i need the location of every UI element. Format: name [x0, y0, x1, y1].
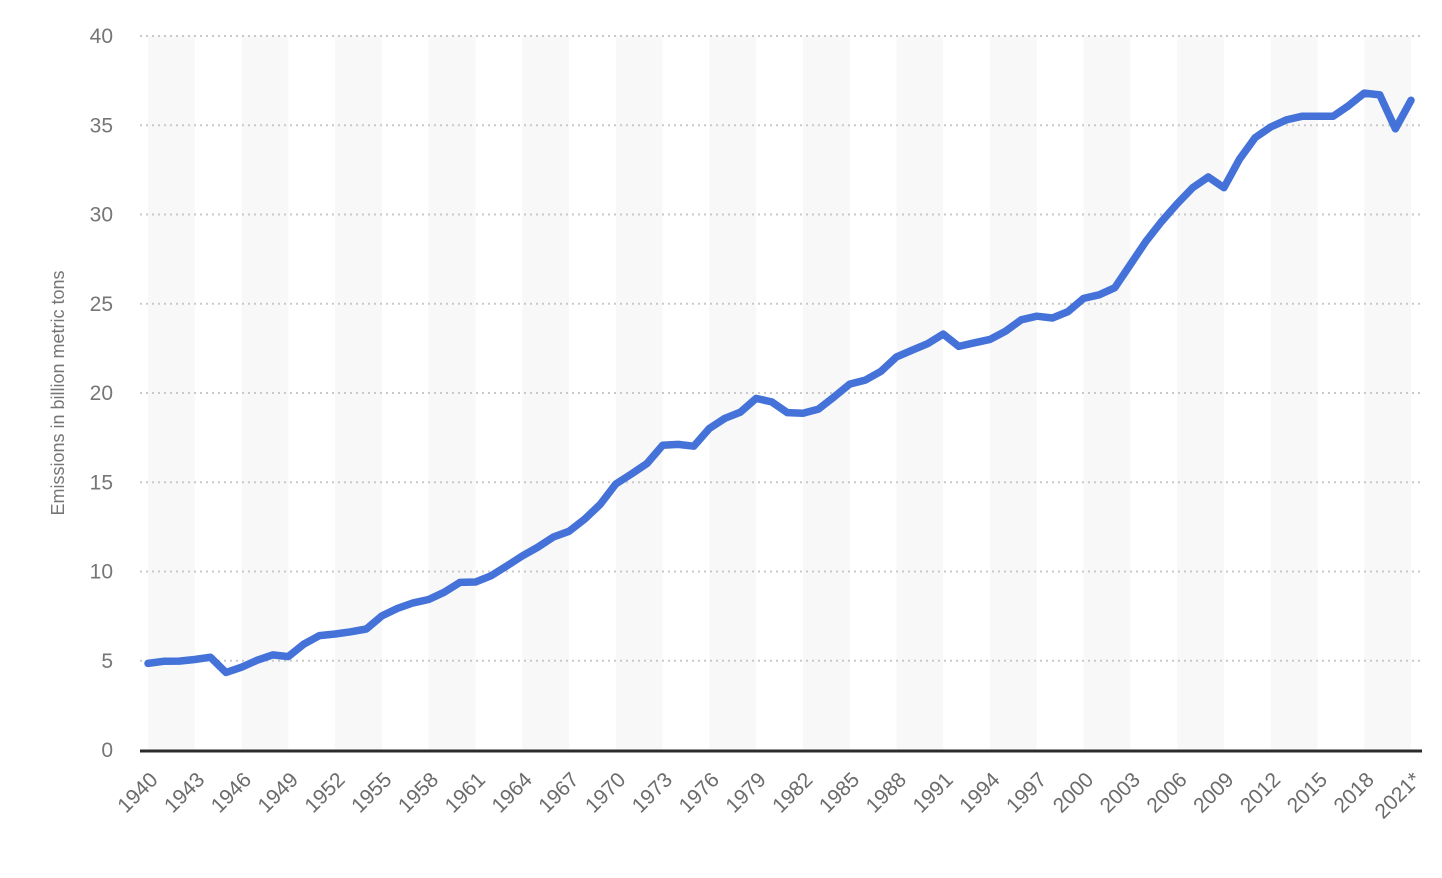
- x-tick-label: 1991: [908, 768, 957, 817]
- y-tick-label: 10: [90, 561, 113, 584]
- x-tick-label: 2015: [1283, 768, 1332, 817]
- x-tick-label: 2003: [1096, 768, 1145, 817]
- x-tick-label: 1940: [113, 768, 162, 817]
- y-tick-label: 40: [90, 25, 113, 48]
- x-tick-label: 2021*: [1370, 768, 1425, 823]
- x-tick-label: 1982: [768, 768, 817, 817]
- x-tick-label: 1970: [581, 768, 630, 817]
- y-axis-title: Emissions in billion metric tons: [48, 270, 68, 515]
- background-stripe: [1364, 36, 1412, 750]
- x-tick-label: 1994: [955, 768, 1005, 818]
- y-tick-labels: 0 5 10 15 20 25 30 35 40: [90, 25, 113, 762]
- x-tick-label: 1985: [815, 768, 864, 817]
- x-tick-label: 1973: [628, 768, 677, 817]
- y-tick-label: 30: [90, 204, 113, 227]
- x-tick-label: 1988: [862, 768, 911, 817]
- x-tick-label: 2000: [1049, 768, 1098, 817]
- x-tick-label: 1946: [207, 768, 256, 817]
- y-tick-label: 5: [101, 650, 113, 673]
- x-tick-label: 1943: [160, 768, 209, 817]
- y-tick-label: 0: [101, 739, 113, 762]
- y-tick-label: 25: [90, 293, 113, 316]
- x-tick-label: 1964: [487, 768, 537, 818]
- x-tick-label: 1955: [347, 768, 396, 817]
- x-tick-label: 1961: [441, 768, 490, 817]
- x-tick-label: 2012: [1236, 768, 1285, 817]
- emissions-data-line: [144, 89, 1415, 677]
- x-tick-label: 1952: [300, 768, 349, 817]
- x-tick-label: 1967: [534, 768, 583, 817]
- x-tick-label: 1997: [1002, 768, 1051, 817]
- x-tick-label: 1976: [675, 768, 724, 817]
- gridlines: [140, 35, 1422, 662]
- x-tick-label: 1979: [721, 768, 770, 817]
- x-tick-labels: 1940194319461949195219551958196119641967…: [113, 768, 1425, 823]
- data-series: [144, 89, 1415, 677]
- x-tick-label: 1958: [394, 768, 443, 817]
- x-tick-label: 2006: [1142, 768, 1191, 817]
- background-stripe: [896, 36, 944, 750]
- x-tick-label: 2018: [1329, 768, 1378, 817]
- x-tick-label: 1949: [254, 768, 303, 817]
- x-tick-label: 2009: [1189, 768, 1238, 817]
- y-tick-label: 35: [90, 114, 113, 137]
- y-tick-label: 20: [90, 382, 113, 405]
- y-tick-label: 15: [90, 471, 113, 494]
- background-stripe: [1270, 36, 1318, 750]
